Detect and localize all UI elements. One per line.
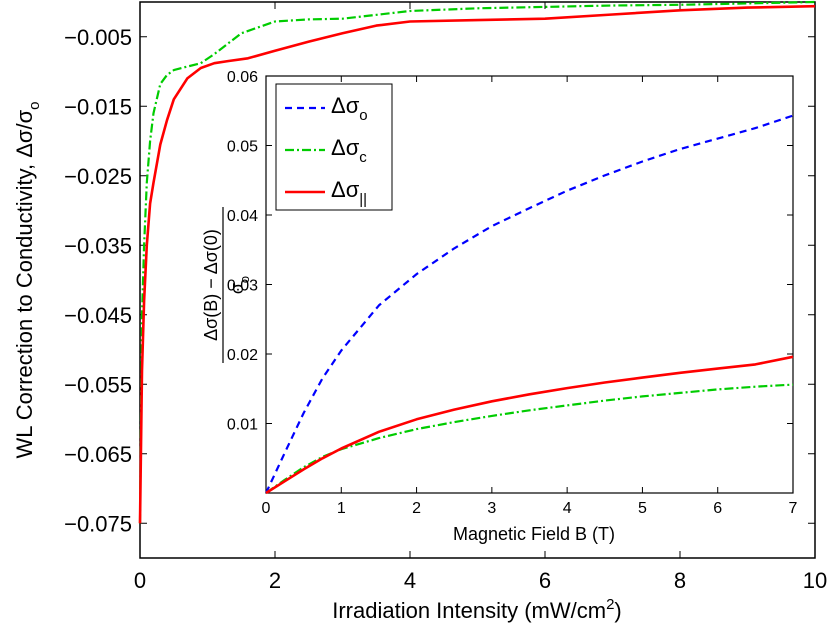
inset-y-label-numerator: Δσ(B) − Δσ(0) <box>201 229 221 341</box>
inset-y-tick-label: 0.03 <box>227 278 258 295</box>
main-y-tick-label: −0.045 <box>64 303 132 328</box>
main-y-tick-label: −0.005 <box>64 25 132 50</box>
main-series-green-line <box>138 0 816 524</box>
main-y-tick-label: −0.025 <box>64 164 132 189</box>
main-series-red-line <box>138 4 816 524</box>
inset-x-axis-label: Magnetic Field B (T) <box>453 524 615 544</box>
inset-x-tick-label: 4 <box>563 500 572 517</box>
inset-x-tick-label: 0 <box>262 500 271 517</box>
main-x-tick-label: 0 <box>134 568 146 593</box>
inset-ticks: 0 1 2 3 4 5 6 7 0.01 0.02 0.03 0.04 0.05 0.06 <box>227 69 798 517</box>
inset-x-tick-label: 3 <box>487 500 496 517</box>
main-x-tick-label: 4 <box>404 568 416 593</box>
legend-label-red: Δσ|| <box>331 177 367 208</box>
inset-series-green-line <box>265 383 794 494</box>
legend-box <box>275 83 393 211</box>
main-x-tick-label: 10 <box>803 568 827 593</box>
inset-y-tick-label: 0.01 <box>227 417 258 434</box>
inset-x-tick-label: 6 <box>713 500 722 517</box>
inset-legend: Δσo Δσc Δσ|| <box>275 83 393 211</box>
inset-y-tick-label: 0.02 <box>227 347 258 364</box>
inset-x-tick-label: 2 <box>412 500 421 517</box>
main-x-tick-label: 2 <box>269 568 281 593</box>
main-y-axis-label: WL Correction to Conductivity, Δσ/σo <box>12 101 43 458</box>
main-x-axis-label: Irradiation Intensity (mW/cm2) <box>332 596 622 623</box>
main-x-tick-label: 8 <box>674 568 686 593</box>
inset-y-tick-label: 0.05 <box>227 139 258 156</box>
inset-series-red-line <box>265 355 794 495</box>
main-ticks: 0 2 4 6 8 10−0.075−0.065−0.055−0.045−0.035−0.… <box>64 2 827 593</box>
inset-x-tick-label: 5 <box>638 500 647 517</box>
main-series <box>138 0 816 524</box>
inset-y-label-denominator: σo <box>227 276 252 294</box>
main-y-tick-label: −0.055 <box>64 372 132 397</box>
inset-x-tick-label: 7 <box>789 500 798 517</box>
inset-y-tick-label: 0.04 <box>227 208 258 225</box>
inset-series-blue-line <box>265 114 794 494</box>
main-y-tick-label: −0.065 <box>64 442 132 467</box>
inset-y-axis-label: Δσ(B) − Δσ(0) σo <box>201 207 252 363</box>
main-x-tick-label: 6 <box>539 568 551 593</box>
inset-x-tick-label: 1 <box>337 500 346 517</box>
inset-y-tick-label: 0.06 <box>227 69 258 86</box>
main-y-tick-label: −0.035 <box>64 233 132 258</box>
main-y-tick-label: −0.015 <box>64 94 132 119</box>
main-y-tick-label: −0.075 <box>64 511 132 536</box>
legend-label-blue: Δσo <box>331 93 368 124</box>
inset-series <box>265 114 794 495</box>
legend-label-green: Δσc <box>331 135 367 166</box>
